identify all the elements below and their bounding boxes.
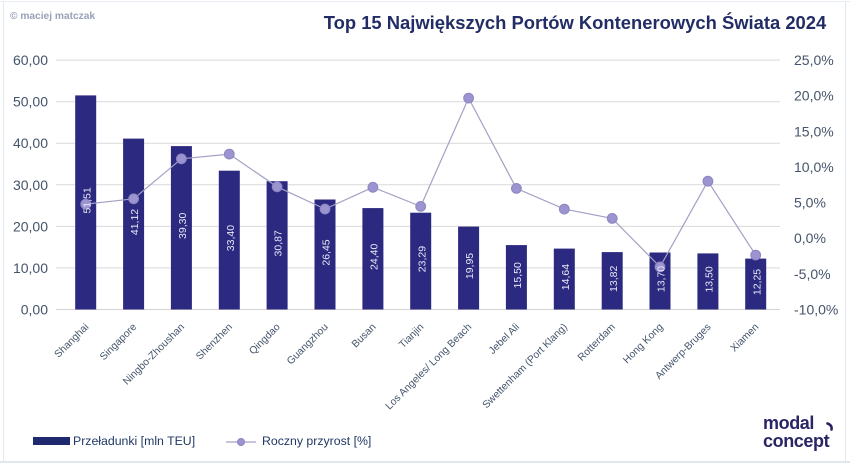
svg-text:10,0%: 10,0% xyxy=(794,159,834,175)
svg-text:Roczny przyrost [%]: Roczny przyrost [%] xyxy=(262,434,371,448)
svg-text:33,40: 33,40 xyxy=(225,225,237,251)
svg-text:Przeładunki [mln TEU]: Przeładunki [mln TEU] xyxy=(73,434,195,448)
svg-text:-10,0%: -10,0% xyxy=(794,302,838,318)
svg-text:15,0%: 15,0% xyxy=(794,123,834,139)
svg-text:30,87: 30,87 xyxy=(273,230,285,256)
svg-text:40,00: 40,00 xyxy=(13,135,48,151)
svg-text:-5,0%: -5,0% xyxy=(794,266,831,282)
svg-text:© maciej matczak: © maciej matczak xyxy=(10,11,95,22)
svg-text:0,0%: 0,0% xyxy=(794,230,826,246)
svg-text:20,00: 20,00 xyxy=(13,218,48,234)
svg-text:10,00: 10,00 xyxy=(13,260,48,276)
svg-text:12,25: 12,25 xyxy=(751,269,763,295)
svg-text:concept: concept xyxy=(763,431,830,451)
svg-text:51,51: 51,51 xyxy=(81,187,93,213)
svg-text:23,29: 23,29 xyxy=(416,246,428,272)
svg-text:19,95: 19,95 xyxy=(464,253,476,279)
svg-text:30,00: 30,00 xyxy=(13,177,48,193)
svg-text:60,00: 60,00 xyxy=(13,52,48,68)
svg-text:13,70: 13,70 xyxy=(656,266,668,292)
svg-text:24,40: 24,40 xyxy=(369,244,381,270)
svg-text:26,45: 26,45 xyxy=(321,239,333,265)
svg-text:modal: modal xyxy=(763,413,814,433)
svg-text:25,0%: 25,0% xyxy=(794,52,834,68)
svg-text:50,00: 50,00 xyxy=(13,94,48,110)
svg-text:5,0%: 5,0% xyxy=(794,195,826,211)
svg-text:14,64: 14,64 xyxy=(560,264,572,290)
svg-text:13,50: 13,50 xyxy=(704,266,716,292)
svg-text:20,0%: 20,0% xyxy=(794,88,834,104)
svg-text:41,12: 41,12 xyxy=(129,209,141,235)
svg-text:39,30: 39,30 xyxy=(177,213,189,239)
svg-text:0,00: 0,00 xyxy=(21,302,48,318)
svg-text:13,82: 13,82 xyxy=(608,266,620,292)
svg-text:Top 15 Największych Portów Kon: Top 15 Największych Portów Kontenerowych… xyxy=(324,12,827,33)
svg-text:15,50: 15,50 xyxy=(512,262,524,288)
